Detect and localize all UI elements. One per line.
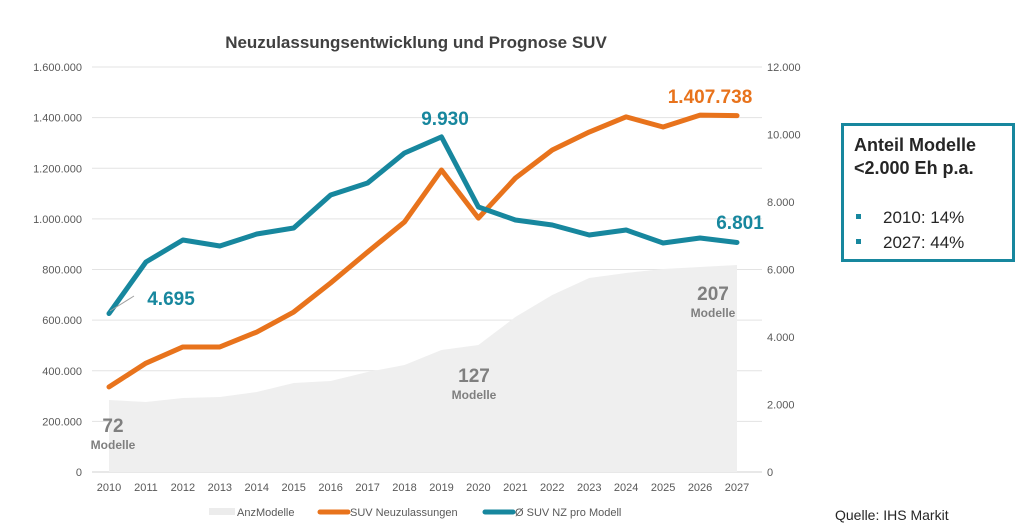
x-axis-tick: 2026 xyxy=(688,482,712,494)
info-box-item: 2027: 44% xyxy=(856,233,964,253)
info-box: Anteil Modelle <2.000 Eh p.a. 2010: 14% … xyxy=(841,123,1015,262)
left-axis-tick: 200.000 xyxy=(42,416,82,428)
area-anzmodelle xyxy=(109,265,737,472)
x-axis-tick: 2015 xyxy=(281,482,305,494)
chart-title: Neuzulassungsentwicklung und Prognose SU… xyxy=(225,33,607,52)
info-box-title: Anteil Modelle <2.000 Eh p.a. xyxy=(854,134,976,180)
legend-item-suv-neuzulassungen: SUV Neuzulassungen xyxy=(317,507,458,519)
legend-item-suv-nz-pro-modell: Ø SUV NZ pro Modell xyxy=(482,507,621,519)
line-suv-nz-pro-modell xyxy=(106,134,740,317)
data-label-teal-2019: 9.930 xyxy=(421,109,469,130)
left-axis-tick: 1.000.000 xyxy=(33,214,82,226)
right-axis-tick: 8.000 xyxy=(767,197,795,209)
legend-swatch xyxy=(209,508,235,515)
left-axis-tick: 600.000 xyxy=(42,315,82,327)
legend-label: Ø SUV NZ pro Modell xyxy=(515,507,621,519)
left-axis-tick: 0 xyxy=(76,467,82,479)
info-box-item-text: 2027: 44% xyxy=(883,233,965,252)
info-box-title-line1: Anteil Modelle xyxy=(854,135,977,155)
right-axis-tick: 4.000 xyxy=(767,332,795,344)
models-label-2010: 72 xyxy=(102,416,123,437)
info-box-item-text: 2010: 14% xyxy=(883,208,965,227)
data-label-teal-2027: 6.801 xyxy=(716,213,764,234)
models-label-2027: 207 xyxy=(697,284,729,305)
left-axis-tick: 1.600.000 xyxy=(33,62,82,74)
left-axis-tick: 800.000 xyxy=(42,265,82,277)
leader-line xyxy=(109,295,135,312)
legend-label: SUV Neuzulassungen xyxy=(350,507,458,519)
right-axis-tick: 12.000 xyxy=(767,62,801,74)
left-axis-tick: 1.200.000 xyxy=(33,163,82,175)
bullet-icon xyxy=(856,214,861,220)
models-word-2027: Modelle xyxy=(691,306,736,320)
x-axis-tick: 2011 xyxy=(134,482,158,494)
legend-item-anzmodelle: AnzModelle xyxy=(209,507,294,519)
x-axis-tick: 2016 xyxy=(318,482,342,494)
bullet-icon xyxy=(856,239,861,245)
x-axis-tick: 2017 xyxy=(355,482,379,494)
x-axis-tick: 2020 xyxy=(466,482,490,494)
x-axis-tick: 2025 xyxy=(651,482,675,494)
x-axis-tick: 2021 xyxy=(503,482,527,494)
x-axis-tick: 2022 xyxy=(540,482,564,494)
right-axis-tick: 2.000 xyxy=(767,400,795,412)
data-label-orange-2027: 1.407.738 xyxy=(668,87,753,108)
info-box-title-line2: <2.000 Eh p.a. xyxy=(854,158,974,178)
line-suv-neuzulassungen xyxy=(106,112,740,390)
models-word-2020: Modelle xyxy=(452,388,497,402)
x-axis-tick: 2013 xyxy=(208,482,232,494)
x-axis-tick: 2027 xyxy=(725,482,749,494)
x-axis-tick: 2012 xyxy=(171,482,195,494)
models-word-2010: Modelle xyxy=(91,438,136,452)
left-axis-tick: 400.000 xyxy=(42,366,82,378)
right-axis-tick: 0 xyxy=(767,467,773,479)
left-axis-tick: 1.400.000 xyxy=(33,113,82,125)
right-axis-tick: 10.000 xyxy=(767,130,801,142)
x-axis-tick: 2024 xyxy=(614,482,638,494)
data-label-teal-2010: 4.695 xyxy=(147,289,195,310)
x-axis-tick: 2019 xyxy=(429,482,453,494)
x-axis-tick: 2010 xyxy=(97,482,121,494)
info-box-item: 2010: 14% xyxy=(856,208,964,228)
models-label-2020: 127 xyxy=(458,366,490,387)
legend-label: AnzModelle xyxy=(237,507,294,519)
x-axis-tick: 2014 xyxy=(245,482,269,494)
source-note: Quelle: IHS Markit xyxy=(835,507,949,523)
x-axis-tick: 2018 xyxy=(392,482,416,494)
right-axis-tick: 6.000 xyxy=(767,265,795,277)
x-axis-tick: 2023 xyxy=(577,482,601,494)
